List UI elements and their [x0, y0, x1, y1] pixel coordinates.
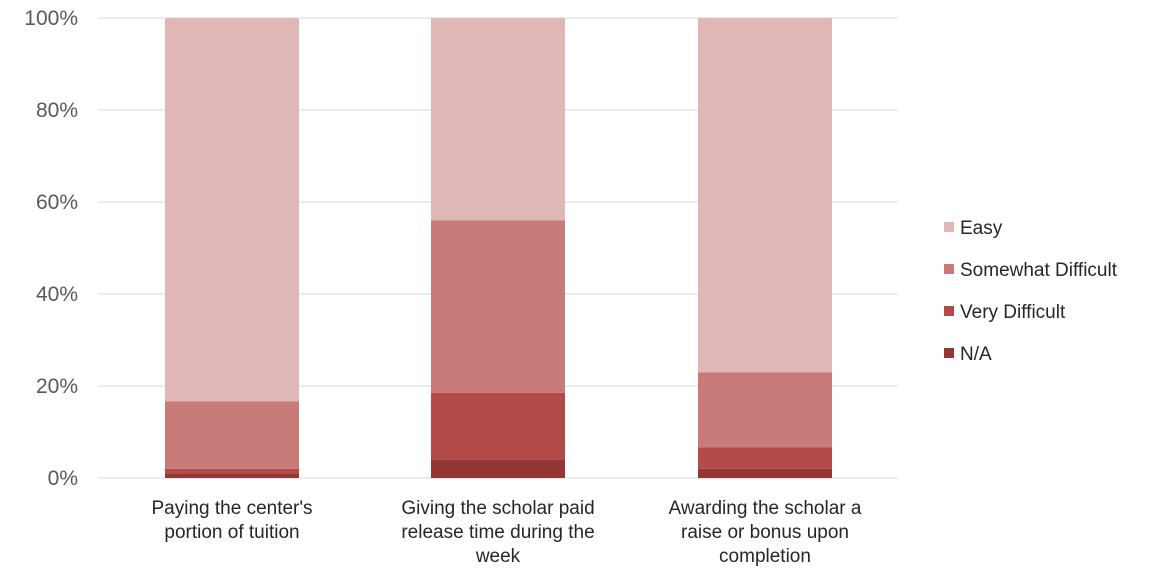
legend-label: Easy [960, 218, 1003, 239]
y-tick-label: 100% [24, 7, 78, 30]
legend-label: Very Difficult [960, 302, 1066, 323]
y-tick-label: 0% [48, 467, 78, 490]
y-tick-label: 80% [36, 99, 78, 122]
legend-swatch [944, 222, 954, 232]
bar-segment-easy [165, 18, 299, 402]
y-tick-label: 60% [36, 191, 78, 214]
bar-segment-somewhat-difficult [165, 401, 299, 469]
x-category-label: Paying the center's [152, 498, 313, 519]
bar-segment-easy [698, 18, 832, 373]
legend-swatch [944, 306, 954, 316]
x-axis-category-labels: Paying the center's portion of tuition Giv… [152, 498, 862, 567]
legend: Easy Somewhat Difficult Very Difficult N/A [944, 218, 1118, 365]
x-category-label: release time during the [401, 522, 594, 543]
x-category-label: completion [719, 546, 811, 567]
bar-segment-somewhat-difficult [431, 220, 565, 393]
y-tick-label: 20% [36, 375, 78, 398]
legend-label: N/A [960, 344, 992, 365]
bar-segment-n-a [431, 459, 565, 478]
x-category-label: portion of tuition [164, 522, 299, 543]
bar-segment-somewhat-difficult [698, 372, 832, 448]
legend-swatch [944, 264, 954, 274]
bar-segment-very-difficult [698, 447, 832, 469]
legend-label: Somewhat Difficult [960, 260, 1118, 281]
bar-segment-easy [431, 18, 565, 221]
y-axis-tick-labels: 0% 20% 40% 60% 80% 100% [24, 7, 78, 490]
bar-segment-n-a [165, 473, 299, 478]
bar-segment-n-a [698, 468, 832, 478]
x-category-label: week [475, 546, 521, 567]
x-category-label: raise or bonus upon [681, 522, 849, 543]
bars [165, 18, 832, 478]
bar-segment-very-difficult [431, 392, 565, 460]
x-category-label: Awarding the scholar a [669, 498, 862, 519]
bar-segment-very-difficult [165, 468, 299, 474]
x-category-label: Giving the scholar paid [401, 498, 594, 519]
y-tick-label: 40% [36, 283, 78, 306]
legend-swatch [944, 348, 954, 358]
